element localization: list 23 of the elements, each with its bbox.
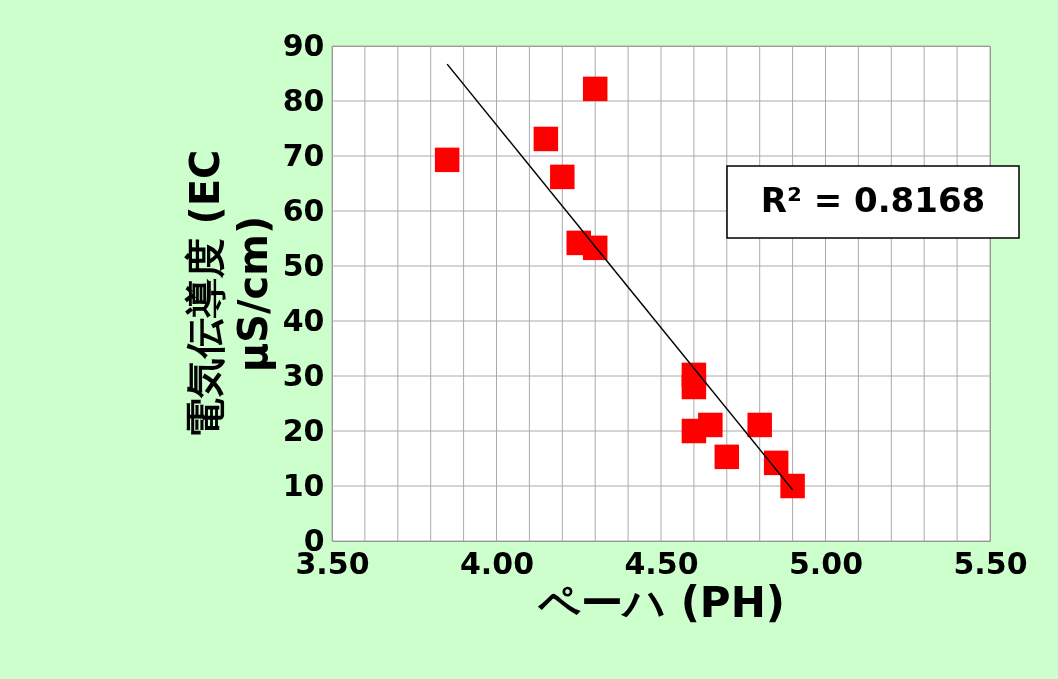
point — [714, 444, 740, 470]
y-tick-label: 80 — [282, 82, 325, 118]
y-axis-title: 電気伝導度 (EC μS/cm) — [181, 149, 276, 439]
point — [747, 412, 772, 438]
y-tick-label: 10 — [282, 467, 325, 503]
y-tick-label: 20 — [282, 412, 325, 448]
x-tick-label: 5.00 — [788, 545, 864, 581]
point — [533, 126, 559, 152]
y-tick-label: 60 — [282, 192, 325, 228]
x-tick-label: 4.00 — [459, 545, 535, 581]
y-tick-label: 40 — [282, 302, 325, 338]
annotation: R² = 0.8168 — [760, 180, 986, 220]
x-tick-label: 5.50 — [953, 545, 1028, 581]
y-tick-label: 90 — [282, 27, 325, 63]
point — [698, 412, 723, 438]
y-tick-label: 30 — [282, 357, 325, 393]
y-tick-label: 50 — [282, 247, 325, 283]
point — [780, 473, 805, 499]
point — [582, 76, 608, 102]
y-tick-label: 70 — [282, 137, 325, 173]
point — [550, 164, 575, 190]
point — [434, 147, 460, 173]
point — [681, 374, 707, 400]
